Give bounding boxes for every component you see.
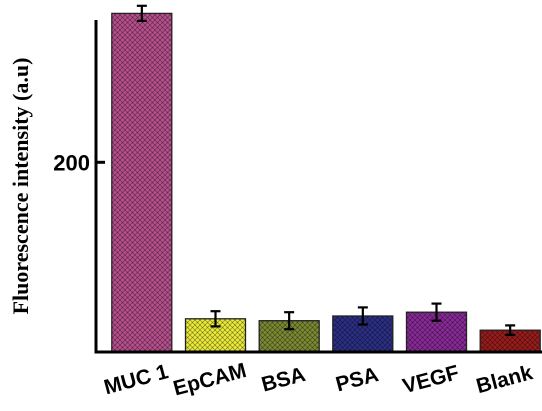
error-bars-group [136,4,516,336]
error-bar-vegf [431,302,442,322]
error-bar-muc-1 [136,4,147,22]
y-axis-label: Fluorescence intensity (a.u) [8,58,33,315]
x-tick-label-vegf: VEGF [400,361,461,398]
bar-vegf [405,311,468,353]
bar-muc-1 [111,12,173,353]
x-tick-label-bsa: BSA [259,363,308,397]
x-tick-label-blank: Blank [474,361,536,398]
error-bar-bsa [284,311,295,331]
x-tick-label-muc-1: MUC 1 [102,360,171,399]
x-tick-labels-group: MUC 1 EpCAM BSA PSA VEGF Blank [102,359,536,401]
x-tick-label-psa: PSA [333,363,381,396]
error-bar-psa [357,306,368,326]
error-bar-blank [505,324,516,336]
y-ticks-group: 200400 [53,150,105,175]
y-tick-label-200: 200 [53,150,90,175]
bars-group [111,12,541,353]
x-tick-label-epcam: EpCAM [171,359,249,401]
error-bar-epcam [210,310,221,328]
